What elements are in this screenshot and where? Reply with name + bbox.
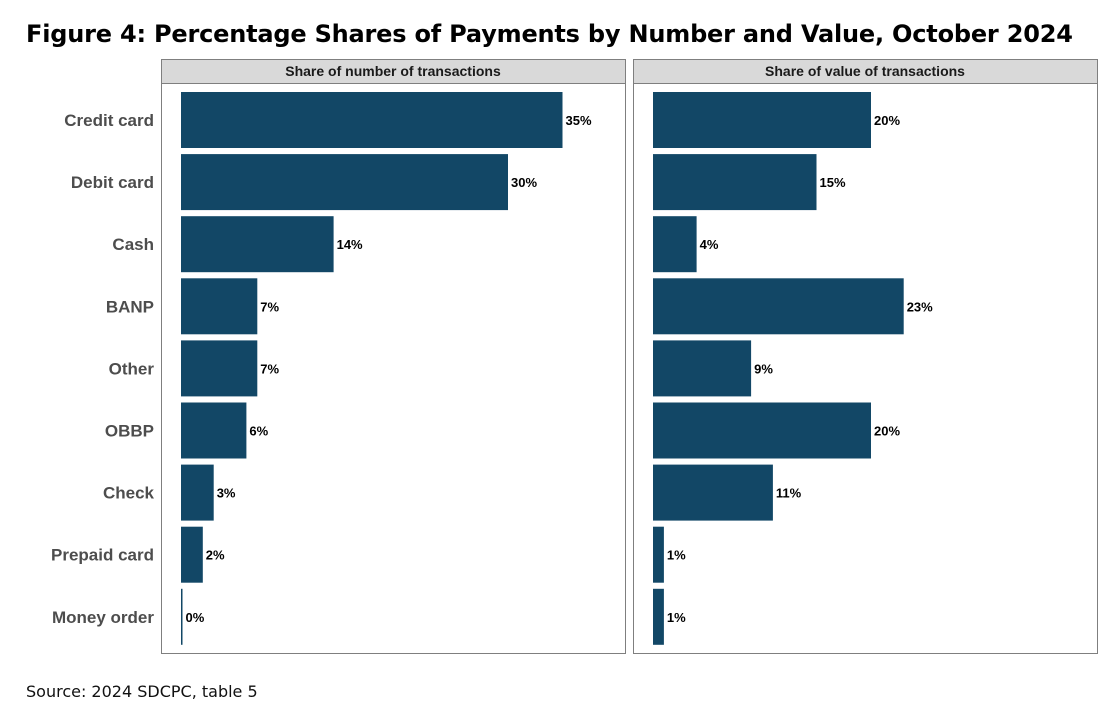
category-label-banp: BANP [106, 297, 154, 316]
data-label-value-cash: 4% [700, 237, 719, 252]
category-label-prepaid-card: Prepaid card [51, 546, 154, 565]
bar-value-money-order [653, 588, 664, 645]
source-note: Source: 2024 SDCPC, table 5 [26, 682, 258, 701]
data-label-value-prepaid-card: 1% [667, 548, 686, 563]
data-label-number-prepaid-card: 2% [206, 548, 225, 563]
bar-number-prepaid-card [181, 526, 203, 583]
bar-number-other [181, 340, 258, 397]
category-label-obbp: OBBP [105, 422, 154, 441]
bar-value-debit-card [653, 154, 817, 211]
category-label-money-order: Money order [52, 608, 154, 627]
panel-title-value: Share of value of transactions [765, 63, 965, 79]
category-label-check: Check [103, 484, 155, 503]
data-label-value-debit-card: 15% [820, 175, 846, 190]
data-label-number-other: 7% [260, 361, 279, 376]
bar-number-banp [181, 278, 258, 335]
data-label-number-cash: 14% [337, 237, 363, 252]
data-label-number-check: 3% [217, 486, 236, 501]
data-label-value-other: 9% [754, 361, 773, 376]
category-label-other: Other [109, 359, 155, 378]
data-label-number-credit-card: 35% [566, 113, 592, 128]
data-label-value-money-order: 1% [667, 610, 686, 625]
bar-value-other [653, 340, 752, 397]
bar-value-cash [653, 216, 697, 273]
data-label-value-obbp: 20% [874, 424, 900, 439]
figure-title: Figure 4: Percentage Shares of Payments … [26, 20, 1073, 48]
panel-header-value [633, 59, 1098, 84]
data-label-number-banp: 7% [260, 299, 279, 314]
category-label-debit-card: Debit card [71, 173, 154, 192]
data-label-value-banp: 23% [907, 299, 933, 314]
panel-title-number: Share of number of transactions [285, 63, 501, 79]
data-label-number-money-order: 0% [186, 610, 205, 625]
data-label-value-check: 11% [776, 486, 802, 501]
category-label-cash: Cash [112, 235, 154, 254]
bar-value-credit-card [653, 92, 871, 148]
data-label-number-obbp: 6% [249, 424, 268, 439]
bar-value-prepaid-card [653, 526, 664, 583]
bar-number-credit-card [181, 92, 563, 148]
bar-value-obbp [653, 402, 871, 459]
bar-number-debit-card [181, 154, 508, 211]
bar-value-banp [653, 278, 904, 335]
bar-number-cash [181, 216, 334, 273]
bar-number-money-order [181, 588, 183, 645]
category-label-credit-card: Credit card [64, 111, 154, 130]
data-label-number-debit-card: 30% [511, 175, 537, 190]
data-label-value-credit-card: 20% [874, 113, 900, 128]
bar-number-obbp [181, 402, 247, 459]
bar-number-check [181, 464, 214, 521]
bar-value-check [653, 464, 773, 521]
panel-header-number [161, 59, 626, 84]
